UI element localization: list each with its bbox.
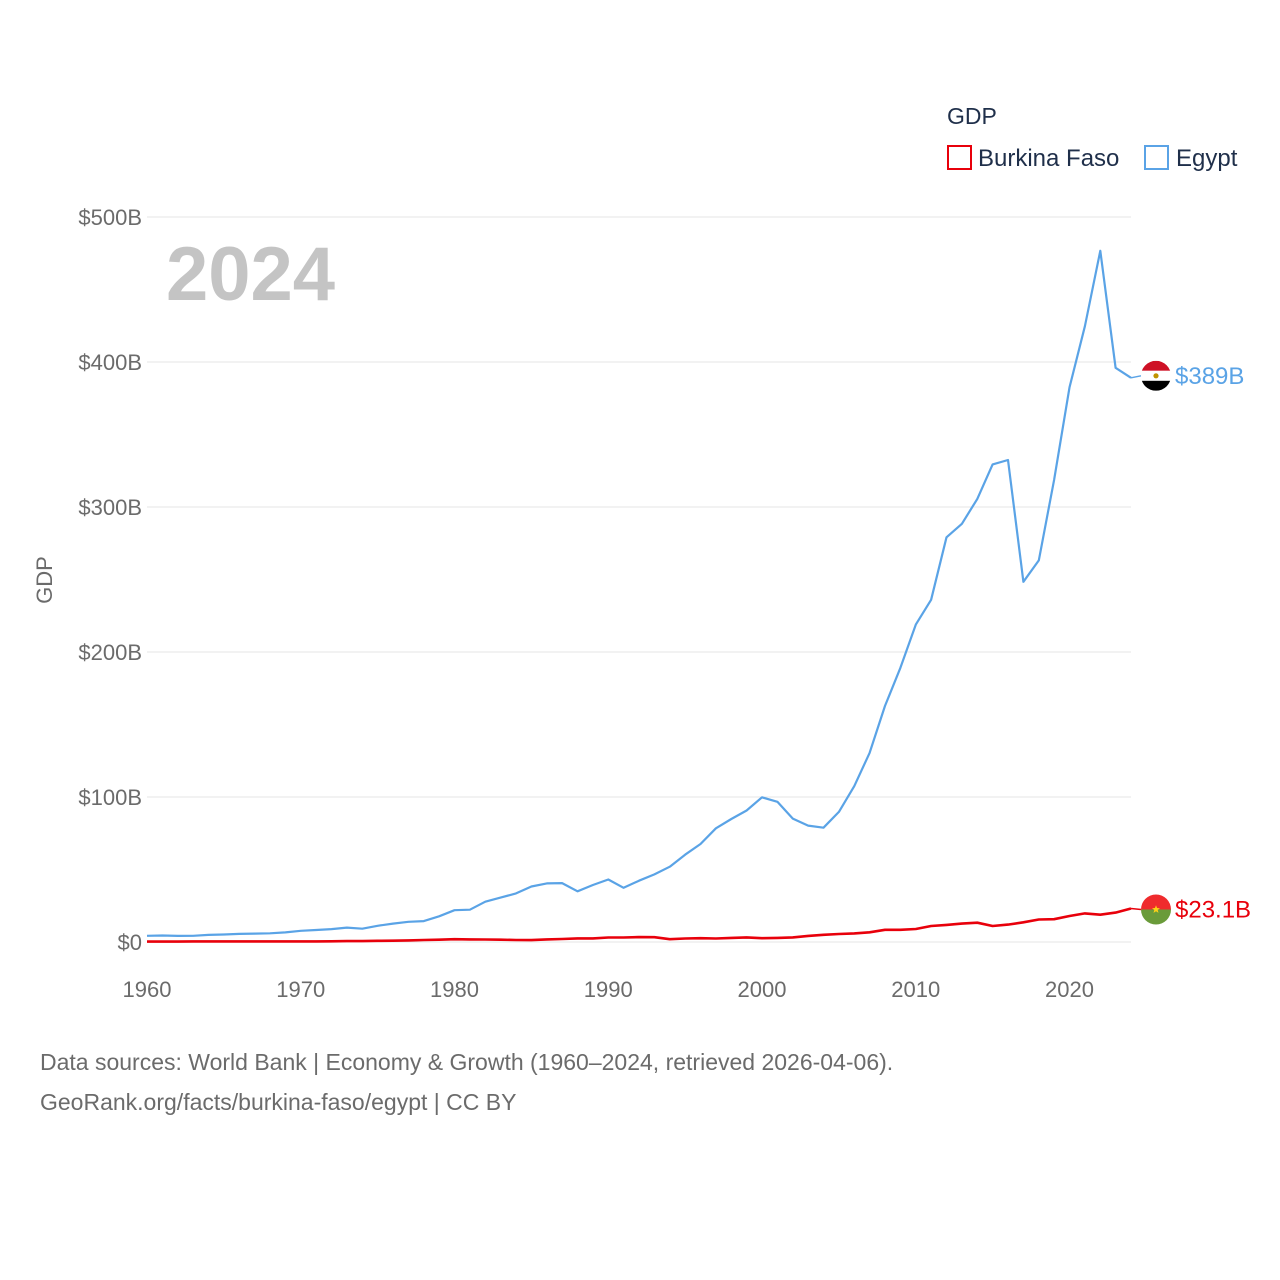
- y-tick-label: $200B: [78, 640, 142, 665]
- x-tick-label: 1980: [430, 977, 479, 1002]
- end-connector-egypt: [1130, 375, 1142, 379]
- x-tick-label: 1990: [584, 977, 633, 1002]
- series-end-markers: $23.1B $389B: [1130, 360, 1251, 925]
- end-connector-burkina-faso: [1130, 907, 1142, 911]
- burkina-faso-flag-icon: [1141, 894, 1171, 925]
- year-label: 2024: [166, 232, 335, 317]
- end-label-burkina-faso: $23.1B: [1175, 897, 1251, 924]
- series-line-egypt: [146, 249, 1132, 938]
- y-tick-label: $100B: [78, 785, 142, 810]
- series-lines: [146, 249, 1132, 943]
- x-tick-label: 2020: [1045, 977, 1094, 1002]
- legend-label-burkina-faso: Burkina Faso: [978, 145, 1119, 172]
- end-label-egypt: $389B: [1175, 363, 1244, 390]
- y-tick-label: $400B: [78, 350, 142, 375]
- gdp-line-chart: $0 $100B $200B $300B $400B $500B 1960 1970 1980…: [32, 103, 1251, 1002]
- x-tick-label: 1970: [276, 977, 325, 1002]
- x-tick-label: 2010: [891, 977, 940, 1002]
- legend-swatch-burkina-faso: [947, 145, 972, 170]
- y-tick-label: $0: [118, 930, 142, 955]
- x-tick-label: 2000: [738, 977, 787, 1002]
- legend-swatch-egypt: [1144, 145, 1169, 170]
- y-axis-title: GDP: [32, 556, 57, 604]
- footer-sources: Data sources: World Bank | Economy & Gro…: [40, 1049, 894, 1075]
- y-axis-ticks: $0 $100B $200B $300B $400B $500B: [78, 205, 142, 955]
- legend-title: GDP: [947, 103, 997, 129]
- y-tick-label: $300B: [78, 495, 142, 520]
- footer-attribution: GeoRank.org/facts/burkina-faso/egypt | C…: [40, 1089, 517, 1115]
- egypt-flag-icon: [1141, 360, 1171, 391]
- series-line-burkina-faso: [147, 907, 1132, 943]
- gridlines: [147, 216, 1131, 943]
- x-axis-ticks: 1960 1970 1980 1990 2000 2010 2020: [123, 977, 1094, 1002]
- legend-label-egypt: Egypt: [1176, 145, 1238, 172]
- y-tick-label: $500B: [78, 205, 142, 230]
- legend: GDP Burkina Faso Egypt: [947, 103, 1238, 172]
- footer: Data sources: World Bank | Economy & Gro…: [40, 1042, 893, 1122]
- x-tick-label: 1960: [123, 977, 172, 1002]
